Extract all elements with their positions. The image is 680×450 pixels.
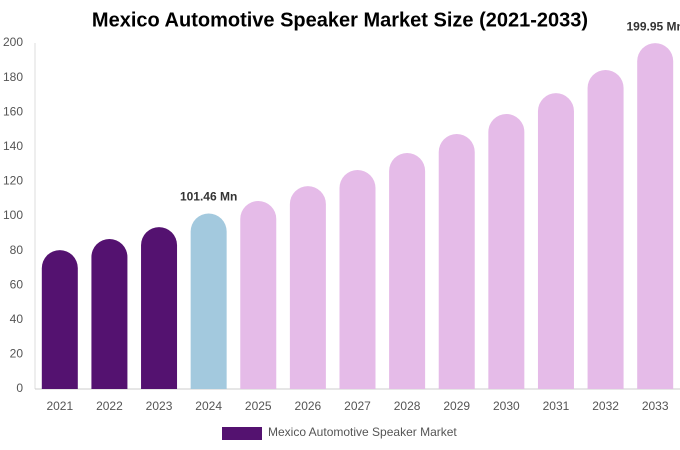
x-tick-label: 2027 bbox=[344, 399, 371, 413]
bar bbox=[190, 213, 227, 389]
y-tick-label: 0 bbox=[16, 381, 23, 395]
legend-label: Mexico Automotive Speaker Market bbox=[268, 425, 457, 439]
value-label: 101.46 Mn bbox=[180, 190, 237, 204]
y-tick-label: 20 bbox=[10, 347, 24, 361]
y-tick-label: 40 bbox=[10, 312, 24, 326]
x-tick-label: 2025 bbox=[245, 399, 272, 413]
y-tick-label: 80 bbox=[10, 243, 24, 257]
bar bbox=[141, 227, 178, 389]
bar bbox=[537, 93, 574, 390]
bar bbox=[488, 113, 525, 390]
bar bbox=[289, 186, 326, 389]
x-tick-label: 2028 bbox=[394, 399, 421, 413]
x-tick-label: 2024 bbox=[195, 399, 222, 413]
value-label: 199.95 Mn bbox=[627, 19, 680, 33]
y-tick-label: 200 bbox=[3, 35, 23, 49]
y-tick-label: 160 bbox=[3, 104, 23, 118]
x-tick-label: 2031 bbox=[543, 399, 570, 413]
bar bbox=[41, 250, 78, 389]
y-tick-label: 100 bbox=[3, 208, 23, 222]
bar bbox=[389, 153, 426, 389]
x-tick-label: 2029 bbox=[443, 399, 470, 413]
x-tick-label: 2032 bbox=[592, 399, 619, 413]
y-tick-label: 180 bbox=[3, 70, 23, 84]
x-tick-label: 2023 bbox=[146, 399, 173, 413]
y-tick-label: 60 bbox=[10, 277, 24, 291]
y-tick-label: 120 bbox=[3, 174, 23, 188]
bar bbox=[339, 169, 376, 389]
bar bbox=[587, 69, 624, 389]
bar bbox=[91, 239, 128, 389]
y-tick-label: 140 bbox=[3, 139, 23, 153]
x-tick-label: 2022 bbox=[96, 399, 123, 413]
bar bbox=[240, 200, 277, 389]
bar bbox=[438, 133, 475, 389]
legend-swatch bbox=[222, 427, 262, 440]
x-tick-label: 2026 bbox=[295, 399, 322, 413]
chart-title: Mexico Automotive Speaker Market Size (2… bbox=[92, 9, 588, 31]
x-tick-label: 2030 bbox=[493, 399, 520, 413]
bar bbox=[637, 43, 674, 390]
x-tick-label: 2021 bbox=[46, 399, 73, 413]
x-tick-label: 2033 bbox=[642, 399, 669, 413]
